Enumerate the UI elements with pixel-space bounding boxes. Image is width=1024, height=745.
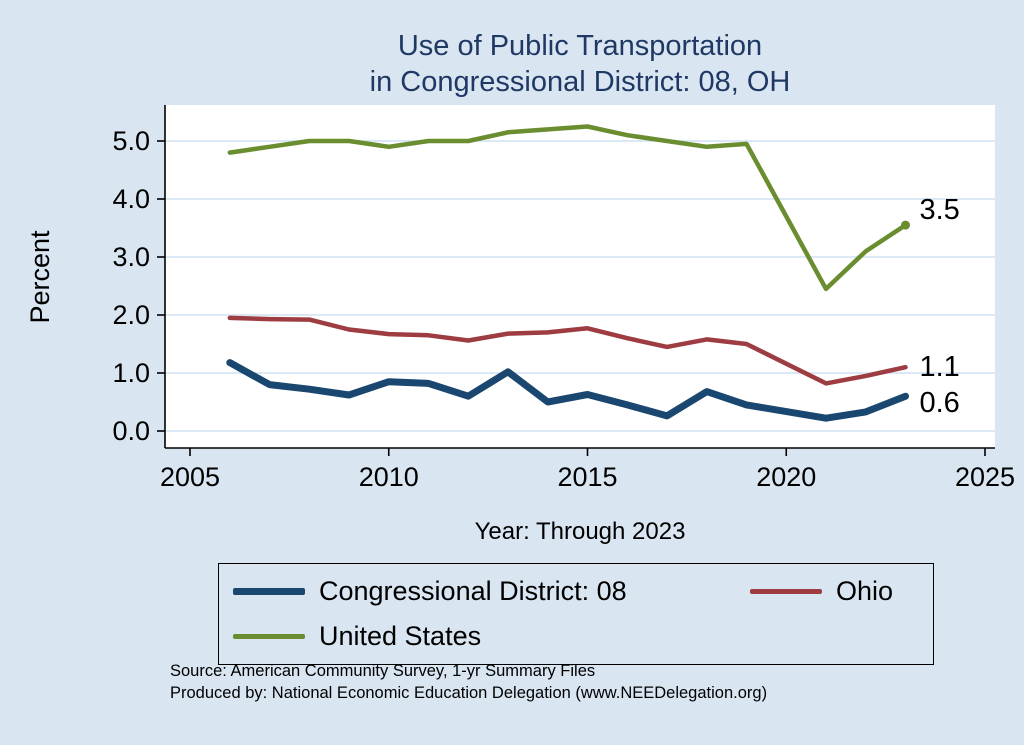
gridlines (166, 140, 995, 432)
x-tick-labels: 2005 2010 2015 2020 2025 (160, 448, 1015, 492)
svg-text:1.0: 1.0 (112, 358, 150, 388)
svg-text:4.0: 4.0 (112, 184, 150, 214)
series-end-dot-united-states (901, 220, 910, 230)
svg-text:2005: 2005 (160, 462, 220, 492)
svg-text:0.0: 0.0 (112, 416, 150, 446)
legend-label-0: Congressional District: 08 (319, 576, 627, 606)
x-axis-title: Year: Through 2023 (474, 518, 686, 545)
chart-title-line2: in Congressional District: 08, OH (369, 66, 791, 98)
legend-label-1: Ohio (836, 576, 894, 606)
source-notes: Source: American Community Survey, 1-yr … (170, 660, 767, 704)
svg-text:2025: 2025 (955, 462, 1015, 492)
svg-text:5.0: 5.0 (112, 126, 150, 156)
y-tick-labels: 0.0 1.0 2.0 3.0 4.0 5.0 (112, 126, 165, 446)
legend-swatch-0 (233, 588, 305, 595)
svg-text:2015: 2015 (557, 462, 617, 492)
series-line-united-states (227, 124, 908, 292)
produced-by-line: Produced by: National Economic Education… (170, 684, 768, 702)
svg-text:2010: 2010 (359, 462, 419, 492)
legend-item-1: Ohio (750, 576, 933, 607)
svg-text:3.0: 3.0 (112, 242, 150, 272)
series-end-label-ohio: 1.1 (920, 351, 960, 383)
legend: Congressional District: 08 Ohio United Sta… (218, 563, 934, 665)
legend-label-2: United States (319, 621, 482, 651)
legend-item-2: United States (233, 621, 933, 652)
source-line: Source: American Community Survey, 1-yr … (170, 662, 596, 680)
series-end-label-congressional-district-08: 0.6 (920, 387, 960, 419)
svg-text:2020: 2020 (756, 462, 816, 492)
legend-swatch-1 (750, 589, 822, 594)
legend-swatch-2 (233, 634, 305, 639)
series-line-ohio (227, 315, 908, 386)
chart-title-line1: Use of Public Transportation (397, 30, 763, 62)
series-line-congressional-district-08 (226, 359, 909, 422)
legend-item-0: Congressional District: 08 (233, 576, 750, 607)
series-end-label-united-states: 3.5 (920, 194, 960, 226)
y-axis-title: Percent (25, 230, 55, 324)
svg-text:2.0: 2.0 (112, 300, 150, 330)
chart-title: Use of Public Transportation in Congress… (165, 28, 995, 100)
